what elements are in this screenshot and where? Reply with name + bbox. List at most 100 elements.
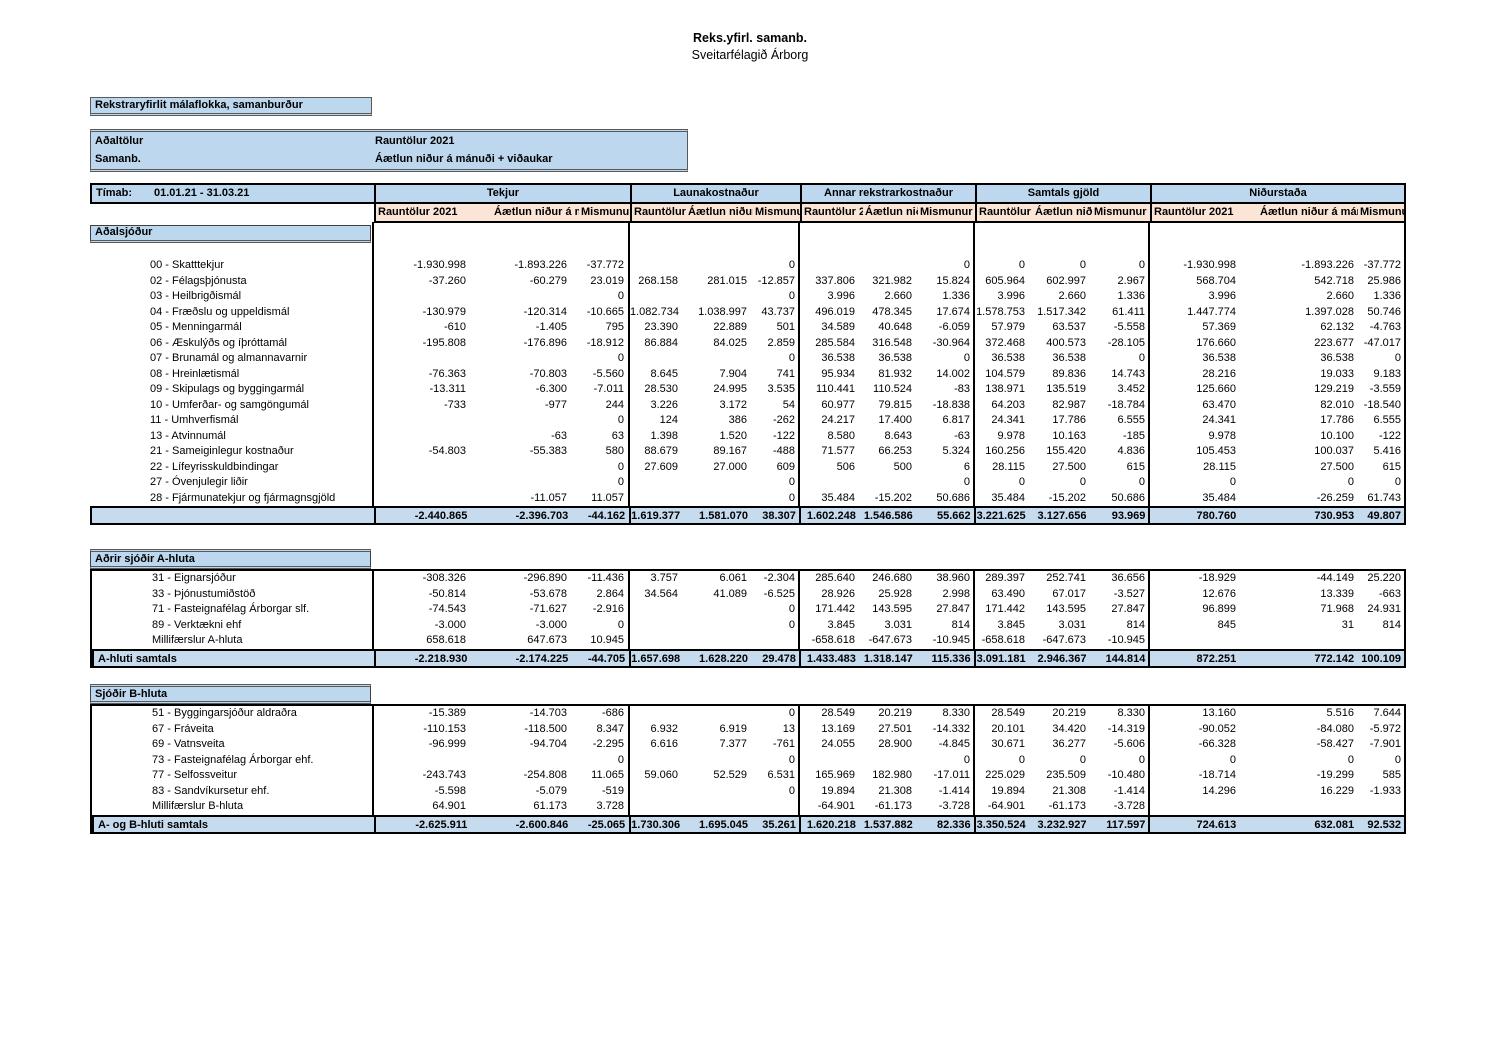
cell-annar-rauntolur: 3.845 bbox=[827, 618, 855, 631]
cell-tekjur-aaetlun bbox=[492, 475, 579, 491]
cell-nidurstada-mismunur: -7.901 bbox=[1360, 737, 1406, 753]
cell-samtals-rauntolur: -658.618 bbox=[981, 634, 1025, 646]
cell-launa-aaetlun: 7.377 bbox=[719, 738, 747, 750]
row-label: 09 - Skipulags og byggingarmál bbox=[90, 382, 374, 398]
cell-launa-aaetlun: 27.000 bbox=[713, 460, 747, 473]
subheader-group-samtals: Rauntölur 2021 Áætlun niður á mánuði Mis… bbox=[975, 204, 1150, 223]
cell-annar-rauntolur: 165.969 bbox=[815, 769, 855, 781]
cell-samtals-aaetlun: 21.308 bbox=[1052, 784, 1086, 797]
cell-nidurstada-mismunur: 1.336 bbox=[1360, 289, 1406, 305]
cell-samtals-aaetlun: 143.595 bbox=[1046, 603, 1086, 615]
cell-nidurstada-mismunur: 0 bbox=[1360, 475, 1406, 491]
cell-nidurstada-rauntolur: 96.899 bbox=[1202, 603, 1236, 615]
cell-annar-rauntolur: 28.549 bbox=[821, 707, 855, 719]
cell-nidurstada-rauntolur: -66.328 bbox=[1198, 738, 1236, 750]
cell-tekjur-rauntolur: -76.363 bbox=[428, 367, 466, 380]
table-row: 10 - Umferðar- og samgöngumál -733 -977 … bbox=[90, 397, 1406, 413]
cell-annar-mismunur: 27.847 bbox=[918, 602, 975, 618]
cell-samtals-aaetlun: 1.517.342 bbox=[1037, 305, 1086, 318]
cell-samtals-aaetlun: 0 bbox=[1079, 753, 1086, 766]
cell-samtals-mismunur: 8.330 bbox=[1092, 706, 1150, 722]
cell-annar-aaetlun: 143.595 bbox=[872, 603, 912, 615]
row-label: 28 - Fjármunatekjur og fjármagnsgjöld bbox=[90, 490, 374, 506]
cell-nidurstada-aaetlun bbox=[1260, 222, 1360, 258]
cell-launa-aaetlun bbox=[686, 799, 753, 815]
cell-samtals-mismunur: 93.969 bbox=[1092, 508, 1151, 523]
cell-annar-mismunur: 82.336 bbox=[919, 816, 976, 832]
cell-tekjur-aaetlun: -11.057 bbox=[530, 491, 568, 504]
row-label: A- og B-hluti samtals bbox=[92, 816, 376, 832]
cell-nidurstada-rauntolur bbox=[1150, 222, 1260, 258]
cell-launa-rauntolur: 34.564 bbox=[644, 587, 678, 600]
cell-nidurstada-rauntolur: 1.447.774 bbox=[1187, 305, 1236, 318]
cell-tekjur-rauntolur: -74.543 bbox=[428, 603, 466, 615]
cell-samtals-rauntolur: 3.996 bbox=[997, 290, 1025, 302]
cell-launa-aaetlun: 6.061 bbox=[719, 572, 747, 584]
cell-tekjur-mismunur: 0 bbox=[579, 475, 630, 491]
cell-launa-aaetlun: 24.995 bbox=[713, 383, 747, 395]
cell-tekjur-mismunur: 0 bbox=[579, 351, 630, 367]
cell-launa-rauntolur bbox=[630, 222, 686, 258]
subheader-group-annar: Rauntölur 2021 Áætlun niður á mánuði Mis… bbox=[800, 204, 975, 223]
cell-nidurstada-aaetlun: 2.660 bbox=[1326, 290, 1354, 302]
cell-nidurstada-aaetlun: 71.968 bbox=[1320, 603, 1354, 615]
cell-tekjur-rauntolur: -610 bbox=[443, 321, 466, 333]
cell-samtals-rauntolur: 28.115 bbox=[992, 460, 1025, 473]
cell-launa-rauntolur bbox=[630, 784, 686, 800]
cell-samtals-mismunur: -1.414 bbox=[1092, 783, 1150, 799]
cell-annar-rauntolur: 95.934 bbox=[821, 367, 855, 380]
cell-annar-aaetlun: -15.202 bbox=[874, 491, 912, 504]
cell-nidurstada-rauntolur: 176.660 bbox=[1196, 336, 1236, 349]
cell-launa-rauntolur bbox=[630, 799, 686, 815]
cell-samtals-rauntolur: 3.845 bbox=[997, 618, 1025, 631]
cell-annar-aaetlun: 21.308 bbox=[878, 784, 912, 797]
table-row: 73 - Fasteignafélag Árborgar ehf. 0 0 0 … bbox=[90, 752, 1406, 768]
cell-annar-mismunur: 6.817 bbox=[918, 413, 975, 429]
cell-tekjur-aaetlun: -5.079 bbox=[535, 784, 567, 797]
cell-annar-mismunur: 14.002 bbox=[918, 366, 975, 382]
cell-launa-mismunur: -122 bbox=[753, 428, 800, 444]
cell-annar-aaetlun: 36.538 bbox=[878, 352, 912, 364]
cell-samtals-mismunur: -14.319 bbox=[1092, 721, 1150, 737]
cell-tekjur-aaetlun: -118.500 bbox=[524, 722, 567, 735]
section-rows-b-hluta: 51 - Byggingarsjóður aldraðra -15.389 -1… bbox=[90, 704, 1407, 834]
cell-launa-rauntolur: 59.060 bbox=[644, 769, 678, 781]
table-row: 04 - Fræðslu og uppeldismál -130.979 -12… bbox=[90, 304, 1406, 320]
cell-tekjur-rauntolur: -96.999 bbox=[428, 738, 466, 750]
table-row: 77 - Selfossveitur -243.743 -254.808 11.… bbox=[90, 768, 1406, 784]
cell-tekjur-aaetlun: -296.890 bbox=[523, 572, 567, 584]
cell-annar-rauntolur: 496.019 bbox=[815, 305, 855, 318]
cell-nidurstada-aaetlun: 632.081 bbox=[1314, 818, 1355, 831]
group-header-annar-rekstrarkostnadur: Annar rekstrarkostnaður bbox=[800, 183, 975, 204]
cell-samtals-rauntolur: 171.442 bbox=[985, 603, 1025, 615]
section-rows-a-hluta: 31 - Eignarsjóður -308.326 -296.890 -11.… bbox=[90, 569, 1407, 668]
cell-launa-rauntolur: 268.158 bbox=[638, 274, 678, 287]
cell-tekjur-aaetlun: 61.173 bbox=[533, 800, 567, 812]
cell-launa-rauntolur: 1.730.306 bbox=[631, 818, 681, 831]
cell-annar-rauntolur bbox=[800, 222, 863, 258]
cell-launa-mismunur: 0 bbox=[753, 258, 800, 274]
cell-launa-rauntolur bbox=[630, 706, 686, 722]
cell-samtals-mismunur: 6.555 bbox=[1092, 413, 1150, 429]
cell-samtals-aaetlun: 89.836 bbox=[1052, 367, 1086, 380]
cell-samtals-mismunur: 0 bbox=[1092, 752, 1150, 768]
cell-samtals-rauntolur: 3.091.181 bbox=[976, 652, 1026, 665]
cell-tekjur-aaetlun: -94.704 bbox=[529, 738, 567, 750]
cell-samtals-rauntolur: 1.578.753 bbox=[976, 305, 1025, 318]
cell-nidurstada-mismunur: 100.109 bbox=[1360, 650, 1407, 666]
row-label: 02 - Félagsþjónusta bbox=[90, 273, 374, 289]
cell-tekjur-rauntolur: -2.625.911 bbox=[415, 818, 468, 831]
cell-nidurstada-mismunur: -37.772 bbox=[1360, 258, 1406, 274]
cell-launa-mismunur: 0 bbox=[753, 490, 800, 506]
cell-nidurstada-rauntolur: -1.930.998 bbox=[1183, 259, 1236, 271]
cell-launa-aaetlun: 84.025 bbox=[713, 336, 747, 349]
table-header: Tímab: 01.01.21 - 31.03.21 Tekjur Launak… bbox=[90, 183, 1406, 223]
cell-nidurstada-mismunur bbox=[1360, 633, 1406, 649]
group-header-samtals-gjold: Samtals gjöld bbox=[975, 183, 1150, 204]
cell-launa-rauntolur: 3.757 bbox=[650, 572, 678, 584]
cell-nidurstada-rauntolur bbox=[1150, 633, 1260, 649]
cell-annar-aaetlun: 182.980 bbox=[872, 769, 912, 781]
row-label: 13 - Atvinnumál bbox=[90, 428, 374, 444]
meta-box: Aðaltölur Rauntölur 2021 Samanb. Áætlun … bbox=[90, 129, 688, 172]
cell-samtals-mismunur: 0 bbox=[1092, 475, 1150, 491]
